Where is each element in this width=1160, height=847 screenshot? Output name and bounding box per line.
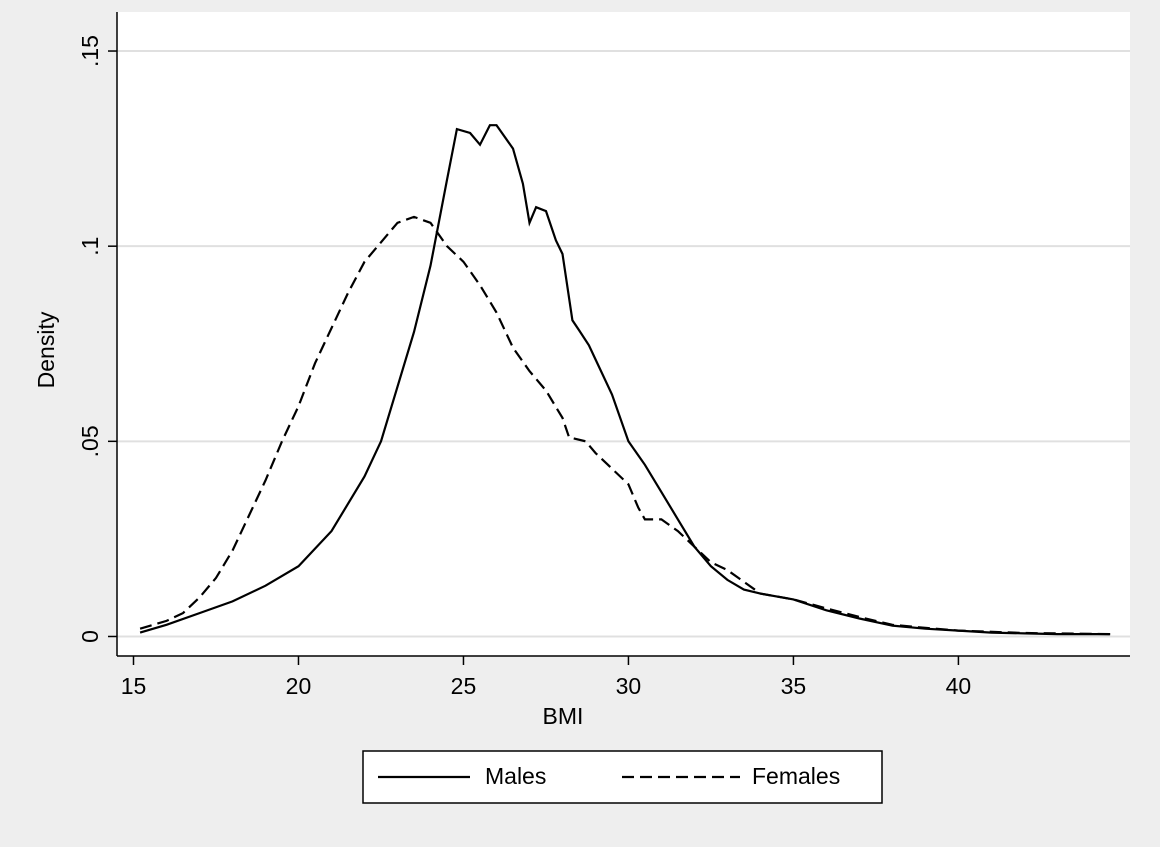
line-series xyxy=(139,215,1111,636)
x-tick-label: 15 xyxy=(121,673,147,699)
legend-label: Males xyxy=(485,763,546,789)
x-tick-label: 25 xyxy=(451,673,477,699)
plot-area xyxy=(117,12,1130,656)
line-series xyxy=(139,124,1111,636)
x-tick-label: 35 xyxy=(781,673,807,699)
y-tick-label: .1 xyxy=(77,237,103,256)
y-axis-label: Density xyxy=(33,311,59,388)
y-tick-label: .15 xyxy=(77,35,103,67)
y-tick-label: 0 xyxy=(77,630,103,643)
y-tick-label: .05 xyxy=(77,425,103,457)
x-tick-label: 30 xyxy=(616,673,642,699)
x-tick-label: 40 xyxy=(946,673,972,699)
legend-label: Females xyxy=(752,763,840,789)
x-axis-label: BMI xyxy=(543,703,584,729)
x-tick-label: 20 xyxy=(286,673,312,699)
